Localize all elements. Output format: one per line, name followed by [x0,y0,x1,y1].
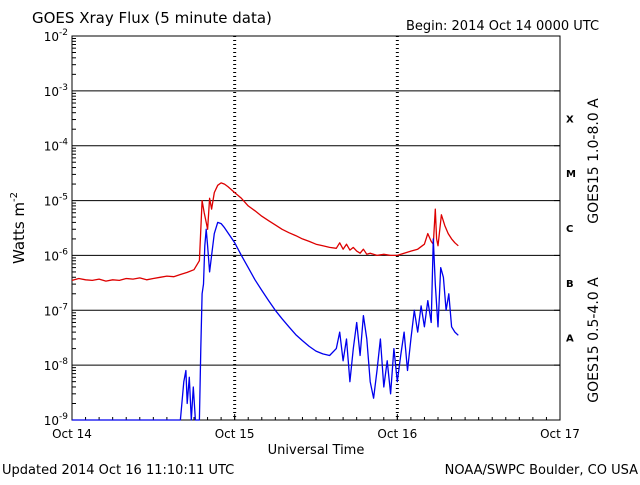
y-tick-label: 10-7 [44,302,68,318]
flare-class-x: X [566,114,574,125]
y-tick-label: 10-8 [44,357,69,373]
x-axis-label: Universal Time [268,443,365,458]
y-axis-ticks: 10-9 10-8 10-7 10-6 10-5 10-4 10-3 10-2 [44,28,69,428]
flare-class-labels: A B C M X [566,114,576,344]
series-short-channel-line [72,221,459,421]
flare-class-a: A [566,334,574,345]
series-long-channel-line [71,182,459,282]
x-axis-ticks: Oct 14 Oct 15 Oct 16 Oct 17 [52,427,580,441]
chart-title: GOES Xray Flux (5 minute data) [32,9,272,27]
flare-class-m: M [566,169,576,180]
x-tick-label: Oct 16 [377,427,417,441]
series-layer [71,182,459,421]
y-tick-label: 10-2 [44,28,68,44]
plot-area [71,35,561,421]
x-tick-label: Oct 17 [540,427,580,441]
credit-label: NOAA/SWPC Boulder, CO USA [445,463,638,478]
y-tick-label: 10-5 [44,193,68,209]
y-axis-label: Watts m-2 [9,192,28,264]
y-tick-label: 10-4 [44,138,69,154]
y-tick-label: 10-3 [44,83,68,99]
y-tick-label: 10-6 [44,247,69,263]
flare-class-b: B [566,279,574,290]
x-tick-label: Oct 15 [215,427,255,441]
x-tick-label: Oct 14 [52,427,92,441]
day-gridlines [71,36,561,420]
begin-timestamp: Begin: 2014 Oct 14 0000 UTC [406,19,599,34]
flare-class-c: C [566,224,573,235]
legend-short-channel: GOES15 0.5-4.0 A [586,277,602,403]
legend-long-channel: GOES15 1.0-8.0 A [586,98,602,224]
y-tick-label: 10-9 [44,412,69,428]
updated-timestamp: Updated 2014 Oct 16 11:10:11 UTC [2,463,234,478]
decade-gridlines [72,35,560,421]
